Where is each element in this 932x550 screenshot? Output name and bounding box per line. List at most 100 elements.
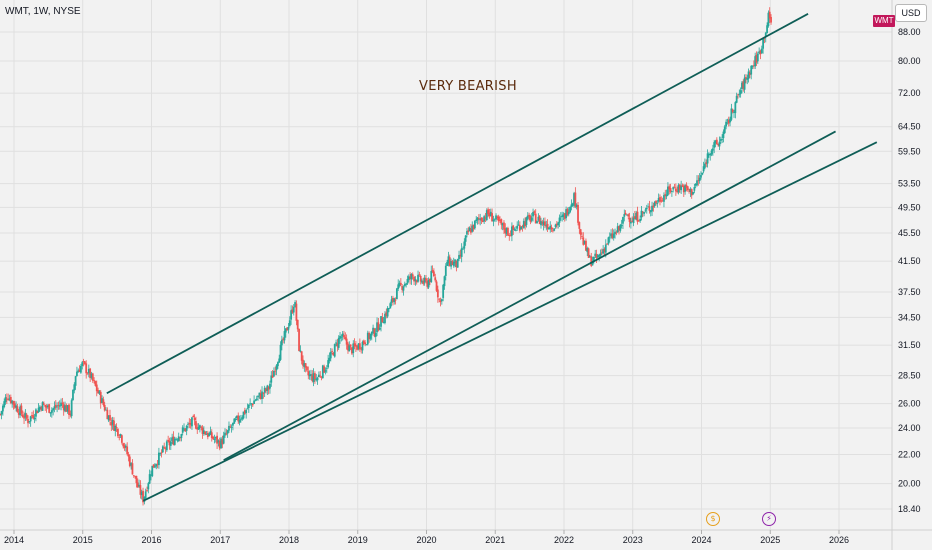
candle-body <box>50 410 53 413</box>
candle-body <box>237 415 240 422</box>
candle-body <box>53 406 56 409</box>
candle-body <box>739 90 742 95</box>
candle-body <box>388 308 390 310</box>
candle-body <box>374 332 377 337</box>
price-axis[interactable]: 18.40 20.00 22.00 24.00 26.00 28.50 31.50 34.50… <box>898 27 921 514</box>
candle-body <box>109 415 111 421</box>
currency-selector[interactable]: USD <box>895 4 927 22</box>
candle-body <box>97 390 99 394</box>
candle-body <box>544 221 546 226</box>
candle-body <box>758 51 761 53</box>
candle-body <box>447 256 450 264</box>
candle-body <box>692 192 694 195</box>
candle-body <box>756 53 759 62</box>
candle-body <box>221 439 224 445</box>
candle-body <box>369 334 372 339</box>
candle-body <box>21 414 24 418</box>
symbol-title: WMT, 1W, NYSE <box>5 6 81 17</box>
candle-body <box>554 224 557 228</box>
trendline-upper-channel[interactable] <box>106 13 809 395</box>
candle-body <box>68 404 70 415</box>
candle-body <box>754 56 757 67</box>
candle-body <box>767 12 770 27</box>
candle-body <box>663 195 665 202</box>
x-tick-label: 2014 <box>4 535 24 545</box>
candle-body <box>101 398 103 403</box>
candle-body <box>672 187 675 190</box>
candle-body <box>381 317 384 323</box>
candle-body <box>570 204 573 207</box>
candle-body <box>168 440 171 446</box>
candle-body <box>123 445 126 449</box>
candle-body <box>456 258 459 268</box>
candle-body <box>189 422 192 425</box>
candle-body <box>382 321 385 324</box>
candle-body <box>443 276 446 287</box>
candle-body <box>674 188 677 192</box>
trendline-layer[interactable] <box>106 13 878 502</box>
candle-body <box>426 280 429 287</box>
candle-body <box>65 405 68 412</box>
candle-body <box>668 186 671 190</box>
candle-body <box>93 380 96 381</box>
candle-body <box>135 475 138 484</box>
candle-body <box>745 77 747 79</box>
candle-body <box>31 415 33 417</box>
dividend-icon[interactable]: $ <box>706 512 720 526</box>
candle-body <box>540 221 542 226</box>
candle-body <box>294 302 296 308</box>
candle-body <box>119 434 122 437</box>
trendline-middle-channel[interactable] <box>223 130 836 461</box>
candle-body <box>298 328 300 351</box>
candle-body <box>155 464 158 467</box>
candle-body <box>759 50 762 55</box>
candle-body <box>52 408 55 411</box>
candle-body <box>522 220 525 228</box>
candle-body <box>475 219 478 222</box>
candle-body <box>290 310 293 320</box>
candle-body <box>192 415 195 418</box>
candle-body <box>325 368 328 370</box>
annotation-text: VERY BEARISH <box>419 79 517 94</box>
candle-body <box>735 95 738 103</box>
candle-body <box>676 190 679 193</box>
candle-body <box>629 221 632 224</box>
candle-body <box>126 446 129 455</box>
candle-body <box>520 226 523 230</box>
candle-body <box>483 216 486 222</box>
candle-body <box>393 298 396 303</box>
trendline-lower-channel[interactable] <box>142 141 878 502</box>
candle-body <box>768 11 771 19</box>
candle-body <box>246 408 249 410</box>
y-tick-label: 64.50 <box>898 122 921 132</box>
candlestick-series <box>0 7 772 506</box>
candle-body <box>558 217 561 223</box>
y-tick-label: 53.50 <box>898 179 921 189</box>
candle-body <box>521 225 524 227</box>
candle-body <box>430 271 433 283</box>
candle-body <box>459 254 462 256</box>
candle-body <box>317 374 320 378</box>
candle-body <box>15 405 18 408</box>
candle-body <box>513 228 516 230</box>
y-tick-label: 28.50 <box>898 371 921 381</box>
candle-body <box>693 187 696 191</box>
candle-body <box>595 254 598 258</box>
candle-body <box>434 277 437 281</box>
candle-body <box>485 210 488 221</box>
candle-body <box>389 303 392 309</box>
candle-body <box>365 344 368 346</box>
candle-body <box>58 405 61 407</box>
symbol-price-badge: WMT <box>873 15 895 27</box>
candle-body <box>596 255 599 258</box>
candle-body <box>321 365 324 378</box>
candle-body <box>495 215 497 220</box>
split-icon[interactable]: ⚡ <box>762 512 776 526</box>
candle-body <box>234 419 237 421</box>
candle-body <box>433 271 435 277</box>
candle-body <box>446 261 449 266</box>
time-axis[interactable]: 2014 2015 2016 2017 2018 2019 2020 2021 2022 2023… <box>4 530 849 545</box>
candle-body <box>144 491 147 499</box>
candle-body <box>608 236 611 238</box>
